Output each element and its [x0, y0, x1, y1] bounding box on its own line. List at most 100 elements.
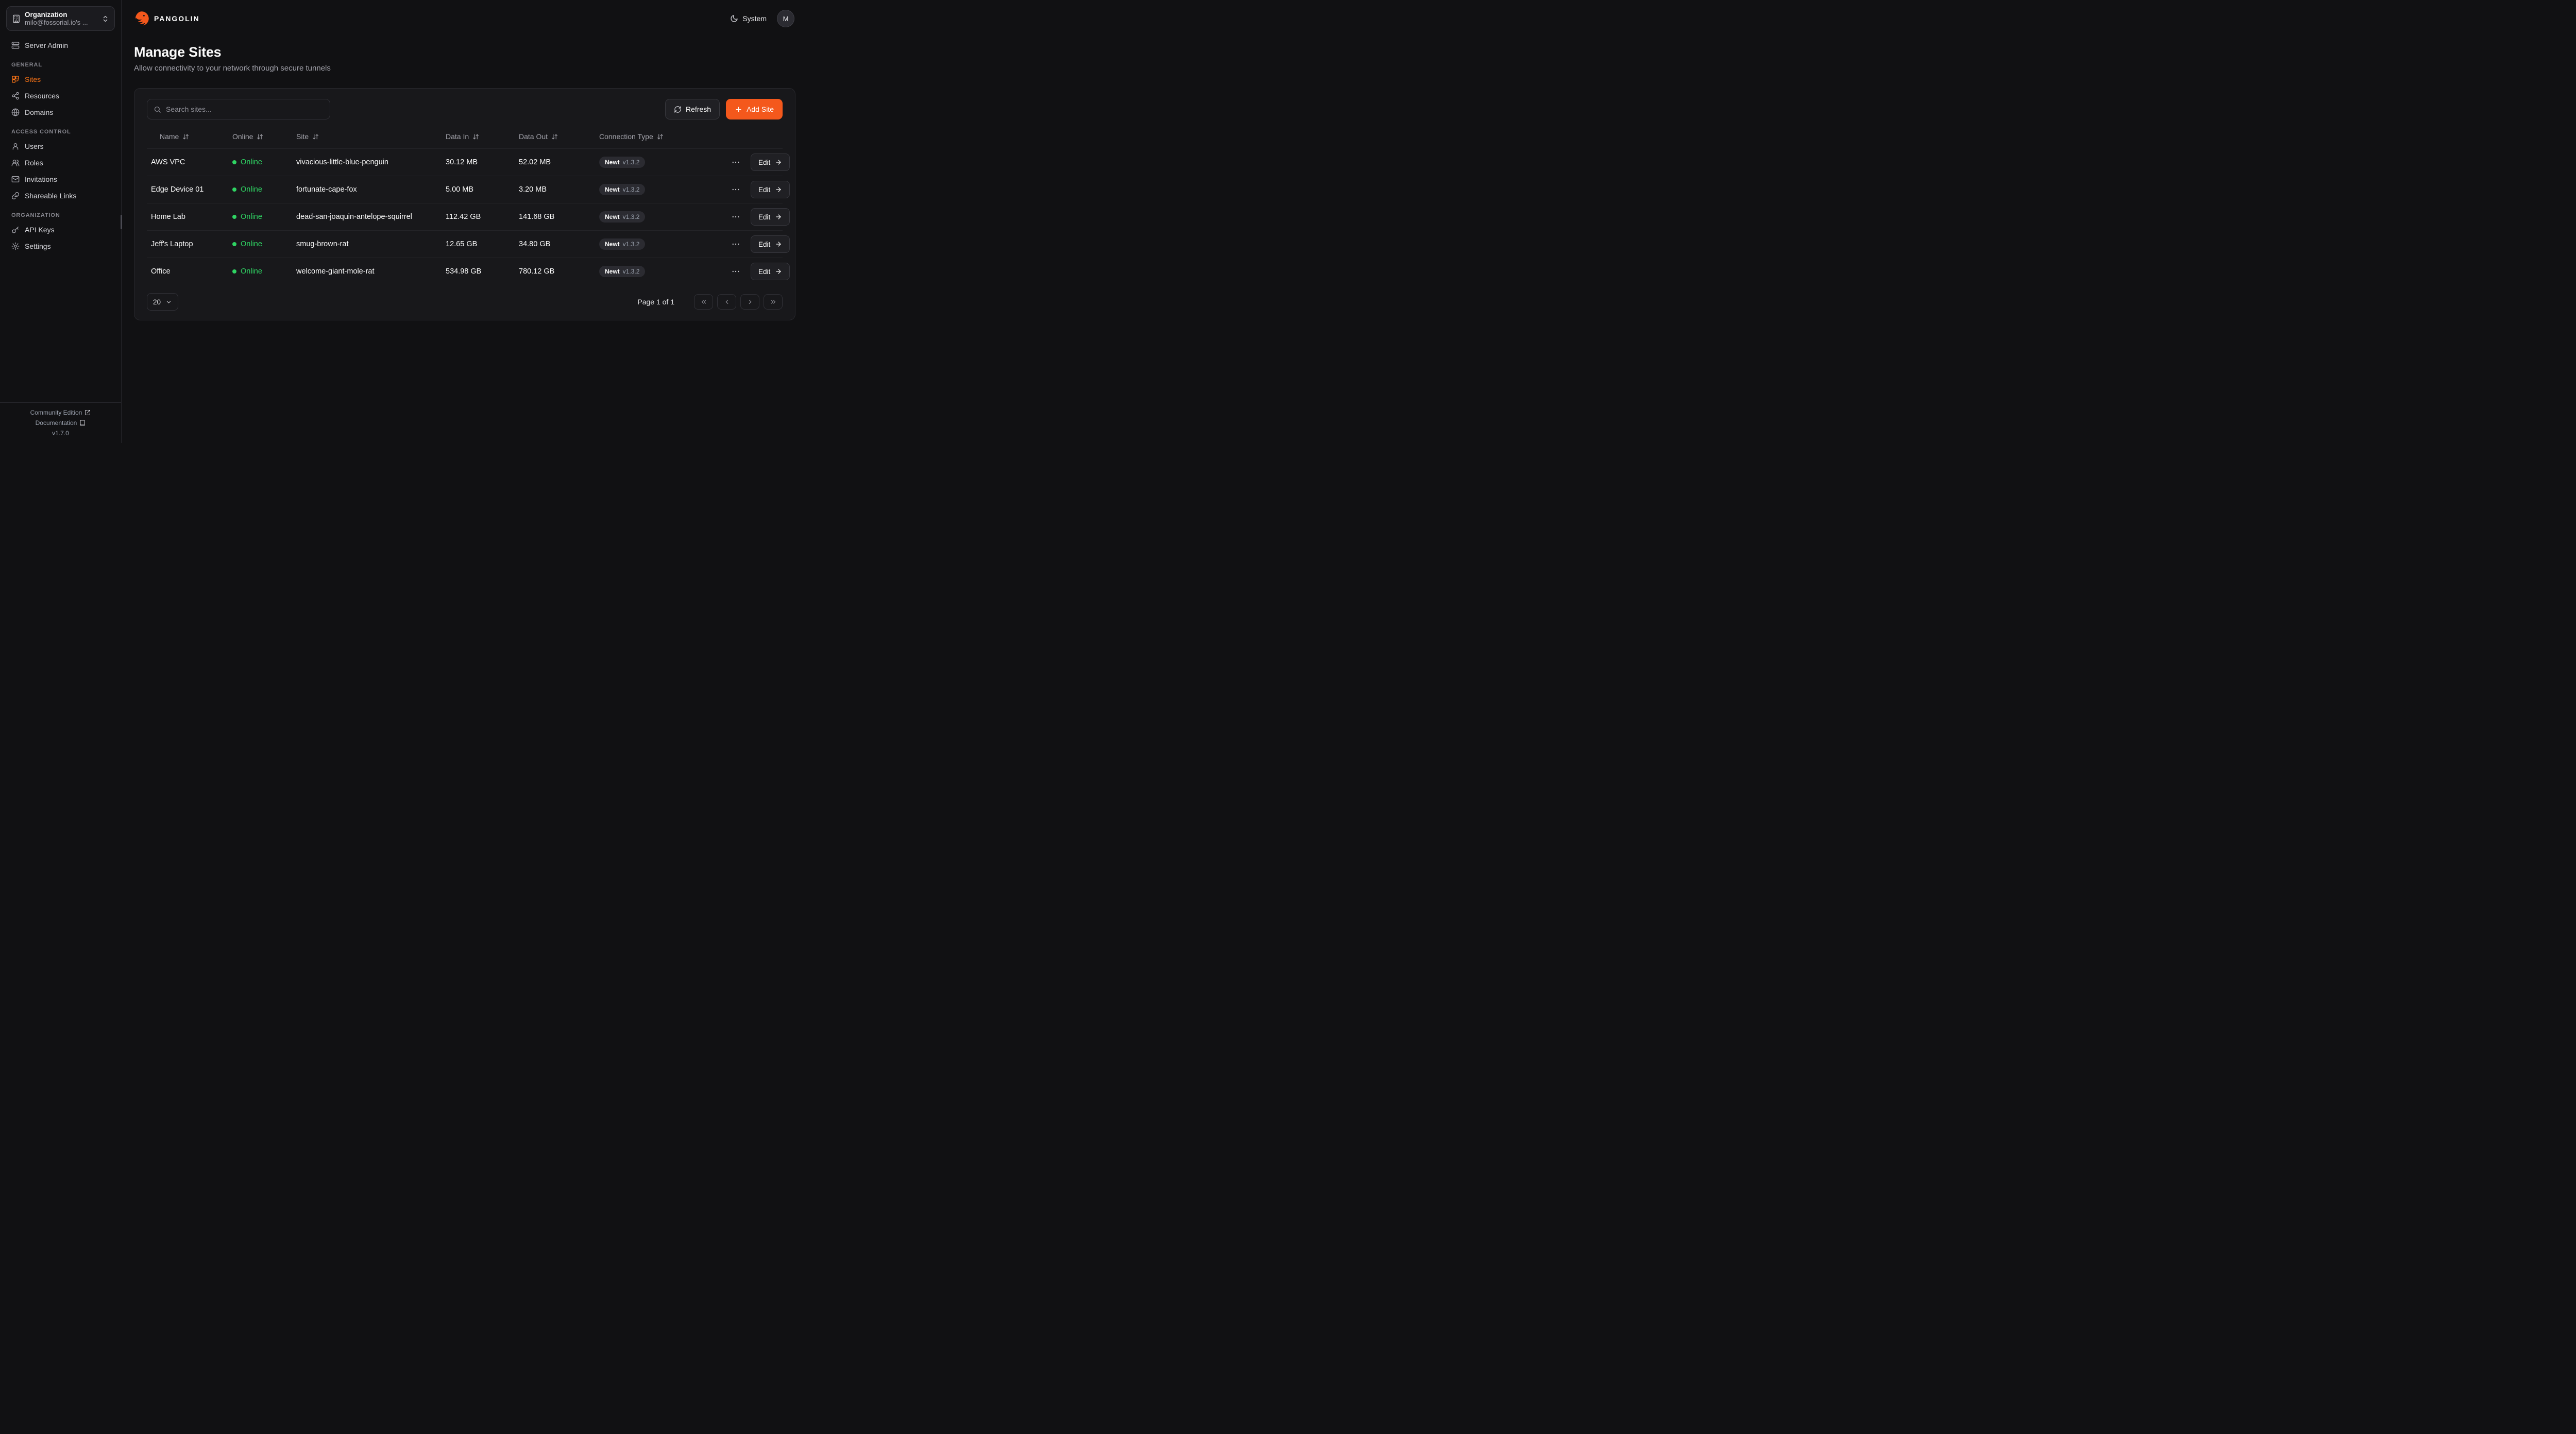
table-row: Office Online welcome-giant-mole-rat 534…: [147, 258, 790, 285]
sort-icon: [312, 133, 319, 140]
page-content: Manage Sites Allow connectivity to your …: [122, 37, 808, 333]
sidebar-item-resources[interactable]: Resources: [6, 88, 115, 104]
online-dot-icon: [232, 187, 236, 192]
row-menu-button[interactable]: [729, 156, 742, 169]
sidebar-item-domains[interactable]: Domains: [6, 104, 115, 121]
connection-type-label: Newt: [605, 268, 620, 275]
sidebar-item-label: Resources: [25, 92, 59, 100]
row-menu-button[interactable]: [729, 237, 742, 251]
last-page-button[interactable]: [764, 294, 783, 310]
column-header-name[interactable]: Name: [147, 132, 228, 141]
sidebar-item-shareable-links[interactable]: Shareable Links: [6, 187, 115, 204]
connection-type-badge: Newt v1.3.2: [599, 184, 646, 195]
row-menu-button[interactable]: [729, 210, 742, 224]
sort-icon: [551, 133, 558, 140]
connection-type-badge: Newt v1.3.2: [599, 211, 646, 223]
online-dot-icon: [232, 215, 236, 219]
data-in-cell: 112.42 GB: [446, 213, 481, 221]
ellipsis-icon: [731, 267, 740, 276]
sort-icon: [657, 133, 664, 140]
connection-version-label: v1.3.2: [622, 159, 640, 166]
sort-icon: [182, 133, 189, 140]
add-site-button[interactable]: Add Site: [726, 99, 783, 120]
sidebar-resize-handle[interactable]: [121, 215, 122, 229]
data-in-cell: 30.12 MB: [446, 158, 478, 166]
row-menu-button[interactable]: [729, 183, 742, 196]
connection-type-cell: Newt v1.3.2: [595, 211, 725, 223]
sidebar-item-users[interactable]: Users: [6, 138, 115, 155]
sidebar-item-api-keys[interactable]: API Keys: [6, 221, 115, 238]
connection-version-label: v1.3.2: [622, 186, 640, 193]
sidebar-item-invitations[interactable]: Invitations: [6, 171, 115, 187]
site-id-cell: welcome-giant-mole-rat: [296, 267, 375, 276]
data-out-cell: 52.02 MB: [519, 158, 551, 166]
online-status-label: Online: [241, 213, 262, 221]
gear-icon: [11, 242, 20, 250]
site-name-cell: Edge Device 01: [151, 185, 204, 194]
table-row: Home Lab Online dead-san-joaquin-antelop…: [147, 203, 790, 230]
online-status-label: Online: [241, 185, 262, 194]
sidebar-item-settings[interactable]: Settings: [6, 238, 115, 254]
connection-version-label: v1.3.2: [622, 241, 640, 248]
arrow-right-icon: [775, 268, 782, 275]
page-title: Manage Sites: [134, 44, 222, 60]
refresh-button[interactable]: Refresh: [665, 99, 720, 120]
page-size-value: 20: [153, 298, 161, 306]
site-id-cell: dead-san-joaquin-antelope-squirrel: [296, 213, 412, 221]
site-name-cell: Jeff's Laptop: [151, 240, 193, 248]
previous-page-button[interactable]: [717, 294, 736, 310]
edit-button[interactable]: Edit: [751, 181, 790, 198]
next-page-button[interactable]: [740, 294, 759, 310]
connection-version-label: v1.3.2: [622, 213, 640, 220]
pangolin-logo-icon: [134, 11, 149, 26]
table-row: Jeff's Laptop Online smug-brown-rat 12.6…: [147, 230, 790, 258]
edit-label: Edit: [758, 267, 771, 276]
ellipsis-icon: [731, 240, 740, 249]
community-edition-label: Community Edition: [30, 409, 82, 416]
column-header-data-in[interactable]: Data In: [442, 132, 515, 141]
edit-button[interactable]: Edit: [751, 153, 790, 171]
key-icon: [11, 226, 20, 234]
row-actions-cell: Edit: [725, 263, 792, 280]
chevron-left-icon: [723, 298, 731, 305]
column-header-site[interactable]: Site: [292, 132, 442, 141]
brand-name: PANGOLIN: [154, 14, 200, 23]
arrow-right-icon: [775, 186, 782, 193]
edit-button[interactable]: Edit: [751, 263, 790, 280]
search-input[interactable]: [166, 105, 324, 113]
community-edition-link[interactable]: Community Edition: [30, 409, 91, 416]
sidebar-item-roles[interactable]: Roles: [6, 155, 115, 171]
first-page-button[interactable]: [694, 294, 713, 310]
connection-type-badge: Newt v1.3.2: [599, 238, 646, 250]
row-actions-cell: Edit: [725, 208, 792, 226]
plus-icon: [735, 106, 742, 113]
arrow-right-icon: [775, 159, 782, 166]
column-header-data-out[interactable]: Data Out: [515, 132, 595, 141]
sidebar-nav: Server Admin GENERAL Sites Resources Dom: [0, 37, 121, 402]
org-selector[interactable]: Organization milo@fossorial.io's ...: [6, 6, 115, 31]
online-status-cell: Online: [228, 185, 292, 194]
column-label: Data Out: [519, 132, 548, 141]
section-label-organization: ORGANIZATION: [11, 212, 60, 218]
sidebar-item-label: Roles: [25, 159, 43, 167]
chevrons-right-icon: [770, 298, 777, 305]
edit-button[interactable]: Edit: [751, 208, 790, 226]
column-label: Name: [160, 132, 179, 141]
sidebar-item-server-admin[interactable]: Server Admin: [6, 37, 115, 54]
online-dot-icon: [232, 160, 236, 164]
documentation-link[interactable]: Documentation: [36, 419, 86, 426]
arrow-right-icon: [775, 213, 782, 220]
sidebar-item-sites[interactable]: Sites: [6, 71, 115, 88]
avatar[interactable]: M: [777, 10, 794, 27]
column-header-online[interactable]: Online: [228, 132, 292, 141]
row-actions-cell: Edit: [725, 181, 792, 198]
column-header-connection-type[interactable]: Connection Type: [595, 132, 725, 141]
connection-type-badge: Newt v1.3.2: [599, 157, 646, 168]
theme-label: System: [742, 14, 767, 23]
add-site-label: Add Site: [747, 105, 774, 113]
row-menu-button[interactable]: [729, 265, 742, 278]
page-size-select[interactable]: 20: [147, 293, 179, 311]
theme-toggle-button[interactable]: System: [730, 14, 767, 23]
sidebar-item-label: Settings: [25, 242, 51, 250]
edit-button[interactable]: Edit: [751, 235, 790, 253]
